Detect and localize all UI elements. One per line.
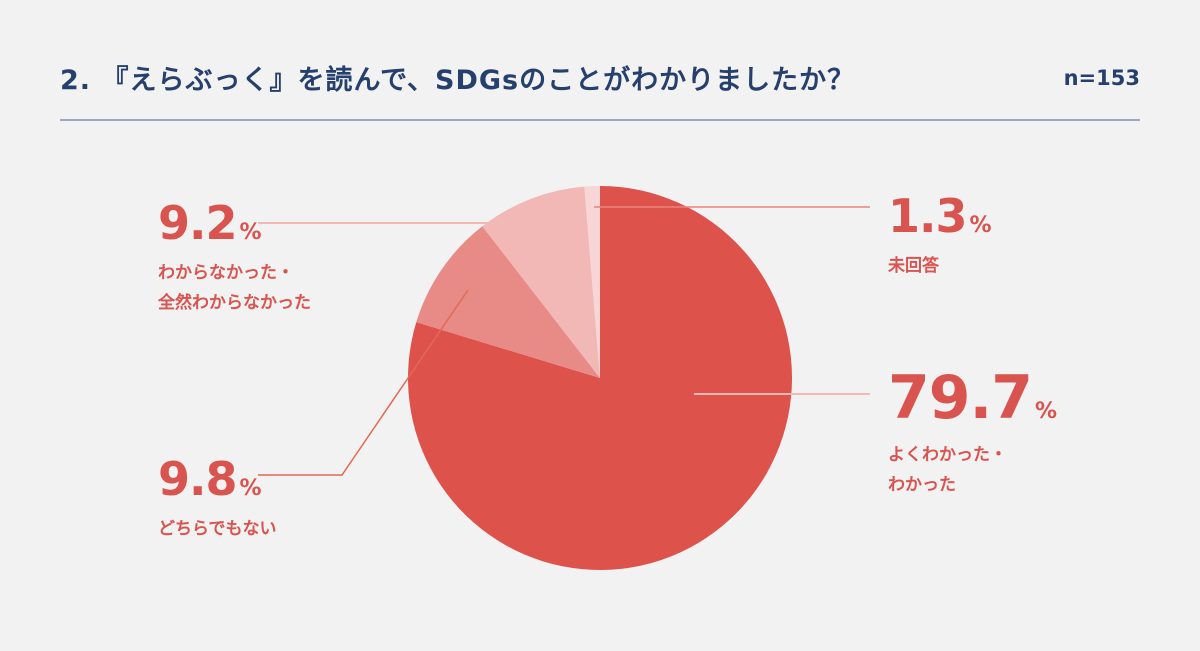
slice-label-well-understood: 79.7% よくわかった・ わかった — [888, 368, 1057, 500]
title-divider — [60, 119, 1140, 121]
slice-unit: % — [969, 213, 992, 238]
slice-unit: % — [239, 220, 262, 245]
slice-category-line: わからなかった・ — [158, 263, 294, 283]
slice-unit: % — [1035, 399, 1058, 424]
slice-label-neutral: 9.8% どちらでもない — [158, 456, 277, 544]
sample-size: n=153 — [1063, 66, 1140, 90]
pie-slice-not-understood — [482, 186, 600, 378]
leader-line-neutral — [258, 289, 469, 476]
slice-value: 79.7 — [888, 363, 1033, 433]
slice-label-no-answer: 1.3% 未回答 — [888, 193, 992, 281]
slice-category-line: わかった — [888, 475, 956, 495]
pie-slice-no-answer — [584, 186, 600, 378]
chart-title: 2. 『えらぶっく』を読んで、SDGsのことがわかりましたか？ — [60, 65, 856, 96]
slice-value: 1.3 — [888, 189, 967, 243]
slice-unit: % — [239, 476, 262, 501]
slice-label-not-understood: 9.2% わからなかった・ 全然わからなかった — [158, 200, 311, 318]
slice-value: 9.2 — [158, 196, 237, 250]
slice-value: 9.8 — [158, 452, 237, 506]
slice-category-line: 全然わからなかった — [158, 293, 311, 313]
slice-category-line: どちらでもない — [158, 519, 277, 539]
slice-category-line: よくわかった・ — [888, 445, 1007, 465]
pie-slice-neutral — [416, 226, 600, 378]
slice-category-line: 未回答 — [888, 256, 939, 276]
